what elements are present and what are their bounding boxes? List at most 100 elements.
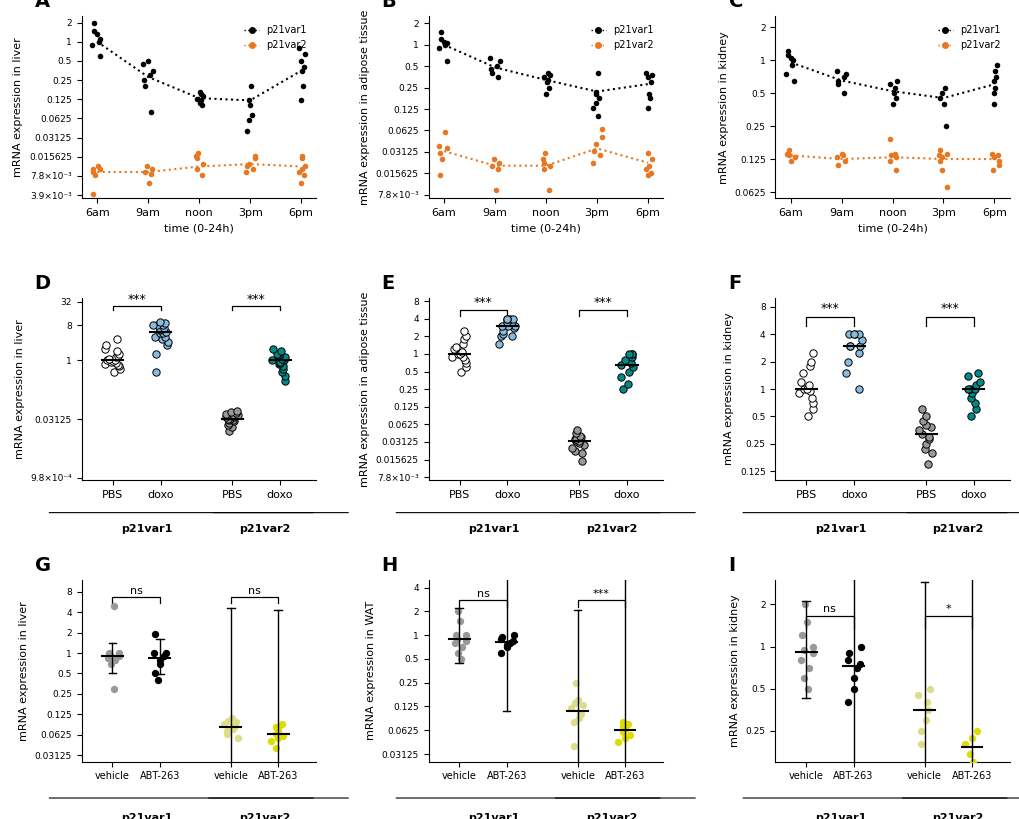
Text: *: *	[945, 604, 950, 613]
Point	[451, 614, 468, 627]
Point	[111, 363, 127, 376]
Point	[292, 177, 309, 190]
Point	[293, 64, 310, 77]
Y-axis label: mRNA expression in WAT: mRNA expression in WAT	[366, 601, 376, 740]
Point	[293, 162, 310, 175]
Point	[936, 82, 953, 95]
Point	[148, 319, 164, 332]
Point	[452, 365, 469, 378]
Point	[195, 89, 211, 102]
Point	[272, 356, 288, 369]
Point	[793, 375, 809, 388]
Point	[501, 636, 518, 649]
Legend: p21var1, p21var2: p21var1, p21var2	[240, 21, 311, 54]
Point	[103, 657, 119, 670]
Point	[959, 382, 975, 396]
Point	[985, 74, 1002, 87]
Point	[614, 720, 631, 733]
Point	[449, 347, 466, 360]
Point	[143, 167, 159, 180]
Point	[140, 54, 156, 67]
Point	[158, 646, 174, 659]
Point	[228, 716, 245, 729]
Point	[639, 102, 655, 115]
Point	[157, 317, 173, 330]
Point	[800, 378, 816, 391]
Point	[141, 177, 157, 190]
Point	[147, 627, 163, 640]
Point	[790, 387, 806, 400]
Legend: p21var1, p21var2: p21var1, p21var2	[933, 21, 1004, 54]
Point	[801, 384, 817, 397]
Point	[587, 97, 603, 110]
Point	[135, 57, 151, 70]
Point	[247, 150, 263, 163]
Point	[913, 403, 929, 416]
Point	[455, 333, 472, 346]
Point	[226, 414, 243, 428]
Point	[793, 654, 809, 667]
Point	[190, 152, 206, 165]
Point	[225, 413, 242, 426]
Point	[640, 88, 656, 101]
Point	[964, 755, 980, 768]
Point	[222, 405, 238, 419]
Point	[567, 432, 583, 446]
Point	[960, 769, 976, 782]
Text: ***: ***	[940, 302, 959, 315]
Point	[539, 66, 555, 79]
Point	[110, 347, 126, 360]
Point	[840, 695, 856, 708]
Point	[542, 68, 558, 81]
Point	[614, 382, 631, 396]
Point	[447, 341, 464, 354]
Point	[930, 92, 947, 105]
Point	[492, 632, 508, 645]
Point	[834, 147, 850, 161]
Point	[273, 345, 289, 358]
Point	[937, 147, 954, 161]
Point	[572, 708, 588, 721]
Point	[85, 165, 101, 179]
Point	[238, 160, 255, 173]
Point	[229, 732, 246, 745]
Text: p21var2: p21var2	[238, 523, 289, 533]
Point	[490, 156, 506, 170]
Point	[841, 339, 857, 352]
Point	[146, 646, 162, 659]
Point	[275, 354, 291, 367]
Point	[458, 356, 474, 369]
Point	[540, 81, 556, 94]
Point	[272, 355, 288, 369]
Point	[491, 337, 507, 351]
Point	[886, 82, 902, 95]
Point	[883, 97, 900, 111]
Point	[917, 419, 933, 432]
Point	[968, 724, 984, 737]
Point	[585, 145, 601, 158]
Point	[785, 53, 801, 66]
Point	[219, 714, 235, 727]
Point	[620, 717, 636, 731]
Text: ***: ***	[593, 296, 611, 310]
Point	[834, 149, 850, 162]
Point	[221, 425, 237, 438]
Point	[620, 378, 636, 391]
Point	[572, 429, 588, 442]
Point	[220, 412, 236, 425]
X-axis label: time (0-24h): time (0-24h)	[164, 224, 233, 233]
Point	[454, 350, 471, 363]
Point	[938, 180, 955, 193]
Point	[989, 159, 1006, 172]
Point	[620, 347, 636, 360]
Point	[105, 600, 121, 613]
Point	[782, 51, 798, 64]
X-axis label: time (0-24h): time (0-24h)	[857, 224, 926, 233]
Point	[827, 64, 844, 77]
Point	[936, 120, 953, 133]
Point	[593, 123, 609, 136]
Point	[505, 628, 522, 641]
Point	[562, 701, 579, 714]
Point	[447, 628, 464, 641]
Text: D: D	[35, 274, 51, 293]
